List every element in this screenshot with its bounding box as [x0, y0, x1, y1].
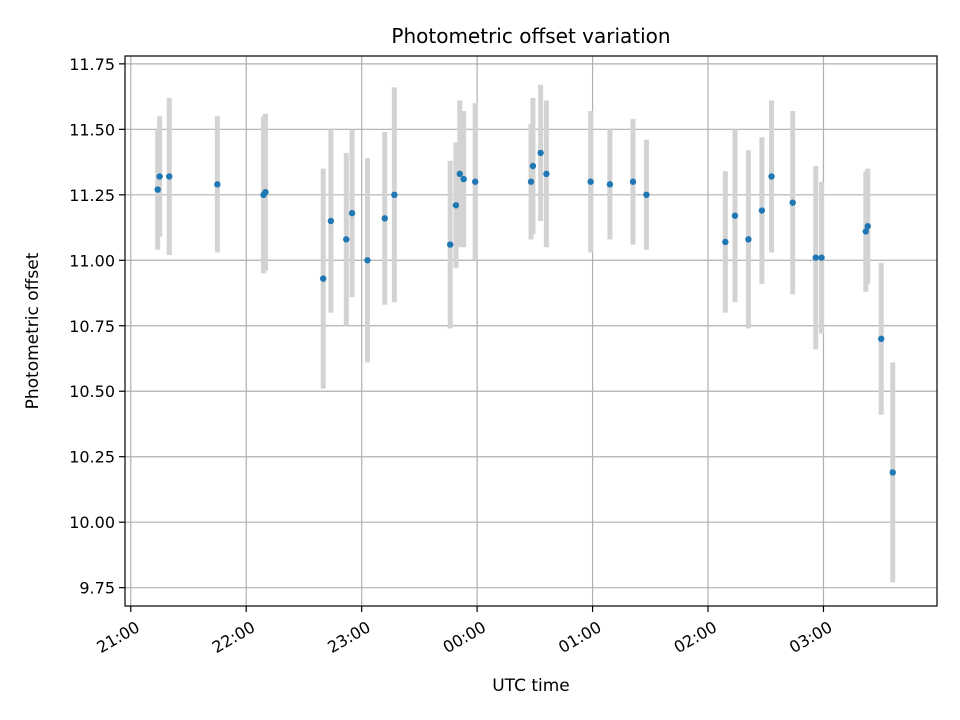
- y-axis-ticks: 9.75 10.00 10.25 10.50 10.75 11.00 11.25 11.50 1…: [69, 55, 125, 598]
- y-tick-label: 11.50: [69, 120, 115, 139]
- data-point: [348, 209, 356, 217]
- y-tick-label: 10.00: [69, 513, 115, 532]
- data-point: [543, 170, 550, 178]
- data-point: [452, 202, 460, 209]
- data-point: [745, 236, 752, 243]
- plot-area-frame: [124, 55, 938, 607]
- data-point: [768, 173, 775, 180]
- data-point: [154, 186, 161, 193]
- data-point: [758, 207, 766, 214]
- data-point: [156, 173, 163, 180]
- y-axis-label: Photometric offset: [23, 252, 43, 409]
- y-tick-label: 10.50: [69, 382, 115, 401]
- data-point: [364, 257, 371, 264]
- data-point: [862, 228, 870, 235]
- data-point: [629, 178, 637, 185]
- y-tick-label: 11.00: [69, 251, 115, 270]
- data-point: [537, 149, 544, 157]
- data-point: [587, 178, 594, 185]
- data-point: [529, 162, 537, 170]
- data-point: [262, 188, 269, 196]
- data-point: [381, 215, 388, 222]
- data-point: [391, 191, 398, 199]
- data-point: [812, 254, 819, 261]
- data-point: [877, 335, 885, 343]
- data-point: [643, 191, 650, 199]
- data-point: [319, 275, 327, 282]
- data-point: [818, 254, 825, 261]
- data-points: [154, 149, 896, 476]
- data-point: [731, 212, 739, 219]
- data-point: [606, 181, 614, 188]
- y-tick-label: 10.25: [69, 448, 115, 467]
- data-point: [327, 217, 335, 225]
- data-point: [789, 199, 796, 206]
- data-point: [214, 181, 221, 188]
- data-point: [446, 241, 454, 248]
- y-tick-label: 9.75: [79, 579, 115, 598]
- chart-title: Photometric offset variation: [391, 24, 670, 48]
- x-axis-label: UTC time: [492, 676, 570, 696]
- data-point: [722, 238, 729, 246]
- data-point: [889, 469, 896, 476]
- data-point: [166, 173, 173, 180]
- y-tick-label: 10.75: [69, 317, 115, 336]
- data-point: [864, 223, 871, 230]
- y-tick-label: 11.25: [69, 186, 115, 205]
- data-point: [471, 178, 479, 185]
- data-point: [460, 175, 467, 183]
- data-point: [527, 178, 535, 185]
- data-point: [456, 170, 464, 178]
- data-point: [343, 236, 350, 243]
- y-tick-label: 11.75: [69, 55, 115, 74]
